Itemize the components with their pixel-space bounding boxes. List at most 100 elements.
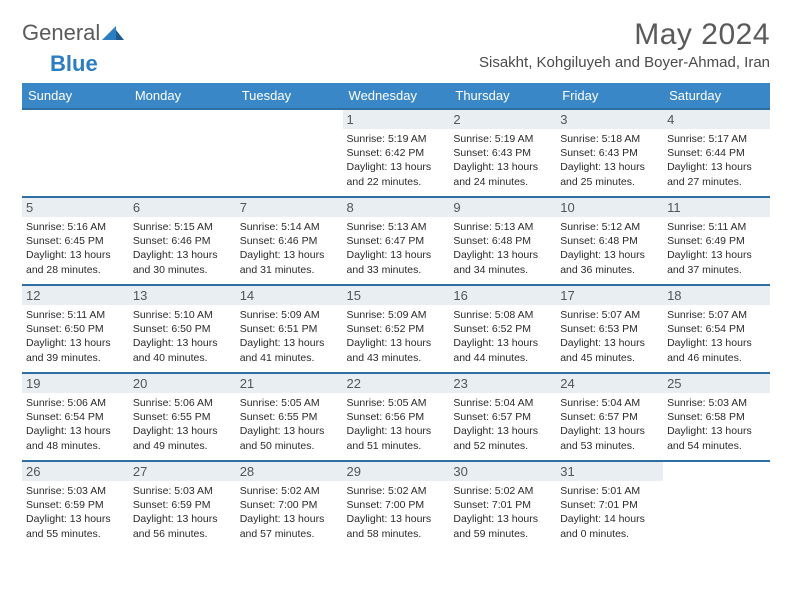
- calendar-cell: 4Sunrise: 5:17 AMSunset: 6:44 PMDaylight…: [663, 109, 770, 197]
- calendar-cell: 9 Sunrise: 5:13 AMSunset: 6:48 PMDaylight…: [449, 197, 556, 285]
- day-info: Sunrise: 5:03 AMSunset: 6:59 PMDaylight:…: [26, 484, 125, 541]
- day-info: Sunrise: 5:02 AMSunset: 7:00 PMDaylight:…: [240, 484, 339, 541]
- calendar-week: 19Sunrise: 5:06 AMSunset: 6:54 PMDayligh…: [22, 373, 770, 461]
- daylight-text: Daylight: 13 hours and 39 minutes.: [26, 336, 125, 364]
- month-title: May 2024: [479, 18, 770, 52]
- daylight-text: Daylight: 13 hours and 22 minutes.: [347, 160, 446, 188]
- sunrise-text: Sunrise: 5:03 AM: [26, 484, 125, 498]
- day-number: 10: [556, 198, 663, 217]
- calendar-cell: [129, 109, 236, 197]
- calendar-cell: 18Sunrise: 5:07 AMSunset: 6:54 PMDayligh…: [663, 285, 770, 373]
- day-number: 9: [449, 198, 556, 217]
- sunset-text: Sunset: 6:47 PM: [347, 234, 446, 248]
- day-number: 1: [343, 110, 450, 129]
- day-info: Sunrise: 5:14 AMSunset: 6:46 PMDaylight:…: [240, 220, 339, 277]
- title-block: May 2024 Sisakht, Kohgiluyeh and Boyer-A…: [479, 18, 770, 71]
- day-info: Sunrise: 5:13 AMSunset: 6:48 PMDaylight:…: [453, 220, 552, 277]
- day-info: Sunrise: 5:19 AMSunset: 6:42 PMDaylight:…: [347, 132, 446, 189]
- sunset-text: Sunset: 6:51 PM: [240, 322, 339, 336]
- calendar-cell: 6Sunrise: 5:15 AMSunset: 6:46 PMDaylight…: [129, 197, 236, 285]
- calendar-cell: [236, 109, 343, 197]
- calendar-cell: [663, 461, 770, 549]
- sunset-text: Sunset: 6:54 PM: [667, 322, 766, 336]
- daylight-text: Daylight: 13 hours and 54 minutes.: [667, 424, 766, 452]
- day-number: 21: [236, 374, 343, 393]
- daylight-text: Daylight: 13 hours and 37 minutes.: [667, 248, 766, 276]
- sunset-text: Sunset: 7:00 PM: [347, 498, 446, 512]
- calendar-week: 5Sunrise: 5:16 AMSunset: 6:45 PMDaylight…: [22, 197, 770, 285]
- day-info: Sunrise: 5:09 AMSunset: 6:51 PMDaylight:…: [240, 308, 339, 365]
- day-number: 22: [343, 374, 450, 393]
- day-info: Sunrise: 5:03 AMSunset: 6:59 PMDaylight:…: [133, 484, 232, 541]
- day-number: 27: [129, 462, 236, 481]
- day-header: Saturday: [663, 83, 770, 109]
- day-header: Wednesday: [343, 83, 450, 109]
- day-number: 15: [343, 286, 450, 305]
- day-header: Monday: [129, 83, 236, 109]
- daylight-text: Daylight: 13 hours and 34 minutes.: [453, 248, 552, 276]
- sunset-text: Sunset: 6:53 PM: [560, 322, 659, 336]
- calendar-cell: 26Sunrise: 5:03 AMSunset: 6:59 PMDayligh…: [22, 461, 129, 549]
- day-info: Sunrise: 5:09 AMSunset: 6:52 PMDaylight:…: [347, 308, 446, 365]
- calendar-cell: 10Sunrise: 5:12 AMSunset: 6:48 PMDayligh…: [556, 197, 663, 285]
- day-info: Sunrise: 5:02 AMSunset: 7:01 PMDaylight:…: [453, 484, 552, 541]
- sunset-text: Sunset: 6:46 PM: [240, 234, 339, 248]
- calendar-cell: 13Sunrise: 5:10 AMSunset: 6:50 PMDayligh…: [129, 285, 236, 373]
- calendar-cell: 16Sunrise: 5:08 AMSunset: 6:52 PMDayligh…: [449, 285, 556, 373]
- sunrise-text: Sunrise: 5:15 AM: [133, 220, 232, 234]
- day-number: 29: [343, 462, 450, 481]
- sunset-text: Sunset: 6:49 PM: [667, 234, 766, 248]
- calendar-cell: 1 Sunrise: 5:19 AMSunset: 6:42 PMDaylight…: [343, 109, 450, 197]
- sunset-text: Sunset: 7:01 PM: [560, 498, 659, 512]
- day-info: Sunrise: 5:10 AMSunset: 6:50 PMDaylight:…: [133, 308, 232, 365]
- day-info: Sunrise: 5:06 AMSunset: 6:54 PMDaylight:…: [26, 396, 125, 453]
- day-number: 11: [663, 198, 770, 217]
- calendar-table: SundayMondayTuesdayWednesdayThursdayFrid…: [22, 83, 770, 549]
- sunrise-text: Sunrise: 5:09 AM: [240, 308, 339, 322]
- calendar-cell: 31Sunrise: 5:01 AMSunset: 7:01 PMDayligh…: [556, 461, 663, 549]
- calendar-cell: 12Sunrise: 5:11 AMSunset: 6:50 PMDayligh…: [22, 285, 129, 373]
- daylight-text: Daylight: 13 hours and 30 minutes.: [133, 248, 232, 276]
- day-number: 25: [663, 374, 770, 393]
- day-header: Friday: [556, 83, 663, 109]
- sunset-text: Sunset: 6:56 PM: [347, 410, 446, 424]
- calendar-cell: 20Sunrise: 5:06 AMSunset: 6:55 PMDayligh…: [129, 373, 236, 461]
- day-info: Sunrise: 5:15 AMSunset: 6:46 PMDaylight:…: [133, 220, 232, 277]
- sunrise-text: Sunrise: 5:02 AM: [240, 484, 339, 498]
- sunrise-text: Sunrise: 5:11 AM: [26, 308, 125, 322]
- sunset-text: Sunset: 6:59 PM: [26, 498, 125, 512]
- day-info: Sunrise: 5:03 AMSunset: 6:58 PMDaylight:…: [667, 396, 766, 453]
- daylight-text: Daylight: 13 hours and 53 minutes.: [560, 424, 659, 452]
- daylight-text: Daylight: 13 hours and 58 minutes.: [347, 512, 446, 540]
- day-number: 30: [449, 462, 556, 481]
- day-info: Sunrise: 5:04 AMSunset: 6:57 PMDaylight:…: [560, 396, 659, 453]
- brand-part1: General: [22, 20, 100, 46]
- brand-logo: General: [22, 18, 126, 46]
- calendar-cell: 2Sunrise: 5:19 AMSunset: 6:43 PMDaylight…: [449, 109, 556, 197]
- sunrise-text: Sunrise: 5:03 AM: [133, 484, 232, 498]
- sunrise-text: Sunrise: 5:06 AM: [133, 396, 232, 410]
- calendar-cell: 29Sunrise: 5:02 AMSunset: 7:00 PMDayligh…: [343, 461, 450, 549]
- sunset-text: Sunset: 6:43 PM: [560, 146, 659, 160]
- daylight-text: Daylight: 13 hours and 55 minutes.: [26, 512, 125, 540]
- day-number: 14: [236, 286, 343, 305]
- sunrise-text: Sunrise: 5:14 AM: [240, 220, 339, 234]
- brand-part2: Blue: [50, 51, 98, 77]
- day-info: Sunrise: 5:04 AMSunset: 6:57 PMDaylight:…: [453, 396, 552, 453]
- sunset-text: Sunset: 6:44 PM: [667, 146, 766, 160]
- sunrise-text: Sunrise: 5:11 AM: [667, 220, 766, 234]
- sunrise-text: Sunrise: 5:17 AM: [667, 132, 766, 146]
- calendar-body: 1 Sunrise: 5:19 AMSunset: 6:42 PMDaylight…: [22, 109, 770, 549]
- sunset-text: Sunset: 7:01 PM: [453, 498, 552, 512]
- daylight-text: Daylight: 13 hours and 40 minutes.: [133, 336, 232, 364]
- day-number: 4: [663, 110, 770, 129]
- daylight-text: Daylight: 13 hours and 59 minutes.: [453, 512, 552, 540]
- calendar-cell: 5Sunrise: 5:16 AMSunset: 6:45 PMDaylight…: [22, 197, 129, 285]
- sunrise-text: Sunrise: 5:19 AM: [453, 132, 552, 146]
- daylight-text: Daylight: 13 hours and 46 minutes.: [667, 336, 766, 364]
- calendar-header-row: SundayMondayTuesdayWednesdayThursdayFrid…: [22, 83, 770, 109]
- day-number: 12: [22, 286, 129, 305]
- sunrise-text: Sunrise: 5:13 AM: [453, 220, 552, 234]
- sunset-text: Sunset: 6:55 PM: [133, 410, 232, 424]
- calendar-week: 1 Sunrise: 5:19 AMSunset: 6:42 PMDaylight…: [22, 109, 770, 197]
